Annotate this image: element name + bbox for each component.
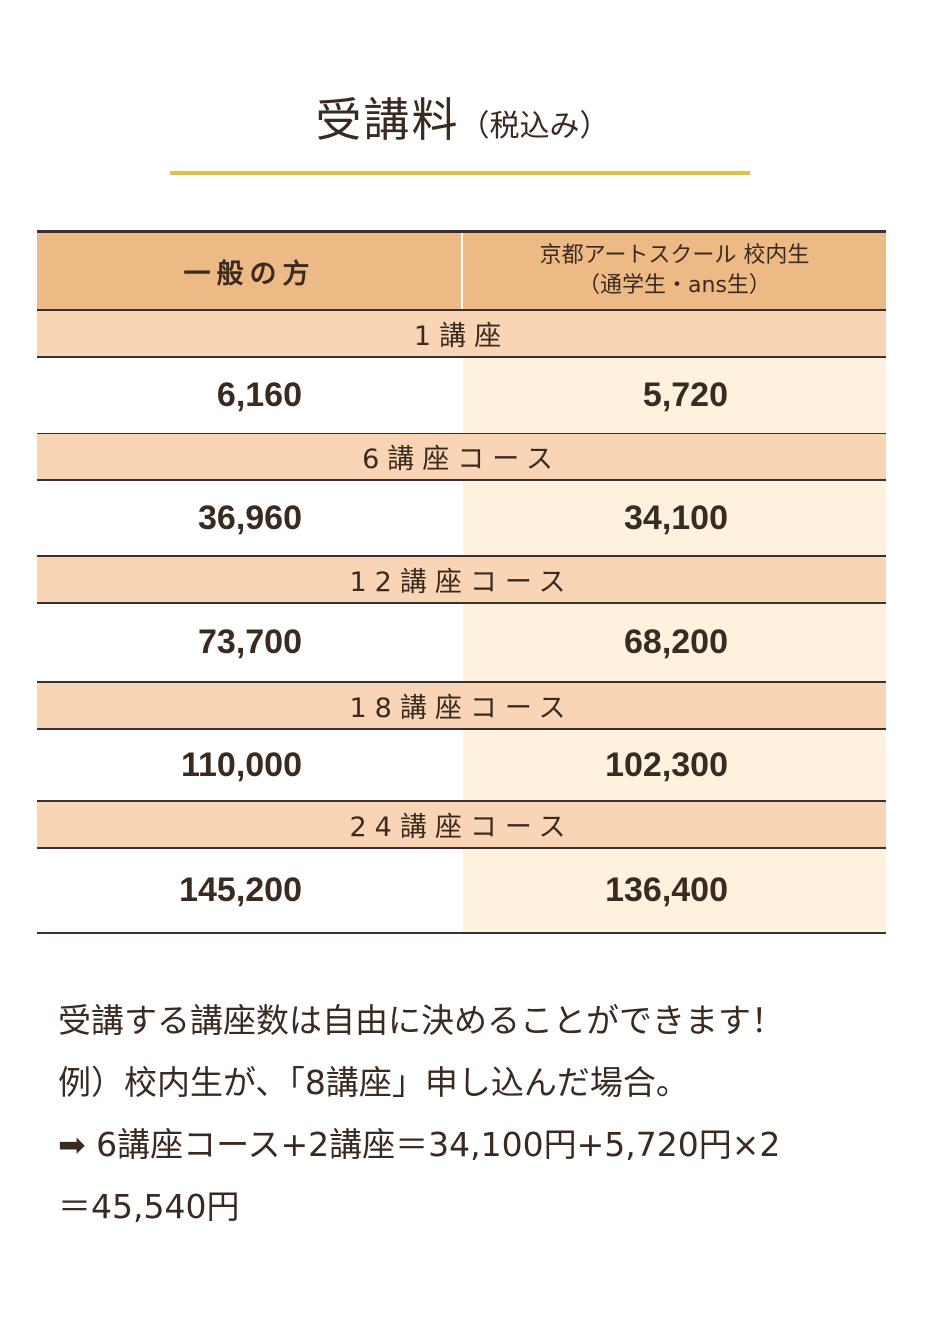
member-cell-bg: [463, 481, 886, 555]
course-row: 12講座コース: [37, 557, 886, 604]
price-member: 34,100: [624, 498, 728, 537]
page-title: 受講料（税込み）: [0, 84, 925, 150]
price-general: 6,160: [216, 376, 302, 414]
price-member: 5,720: [642, 376, 728, 414]
member-cell-bg: [463, 730, 886, 800]
price-row: 73,700 68,200: [37, 604, 886, 683]
price-general: 145,200: [179, 871, 302, 909]
note-line-2: 例）校内生が、「8講座」申し込んだ場合。: [58, 1063, 689, 1102]
note-line-1: 受講する講座数は自由に決めることができます！: [58, 1001, 784, 1040]
title-main: 受講料: [315, 93, 460, 147]
course-row: 24講座コース: [37, 802, 886, 849]
header-member-line2: （通学生・ans生）: [578, 273, 771, 298]
arrow-right-icon: ➡: [58, 1125, 86, 1164]
title-underline: [170, 171, 750, 175]
table-header: 一般の方 京都アートスクール 校内生 （通学生・ans生）: [37, 230, 886, 311]
note-line-4: ＝45,540円: [58, 1187, 240, 1226]
header-member: 京都アートスクール 校内生 （通学生・ans生）: [463, 233, 886, 309]
note-line-3-text: 6講座コース+2講座＝34,100円+5,720円×2: [96, 1125, 781, 1164]
title-sub: （税込み）: [459, 109, 610, 144]
price-row: 110,000 102,300: [37, 730, 886, 802]
course-row: 18講座コース: [37, 683, 886, 730]
price-general: 36,960: [198, 498, 302, 537]
course-row: 6講座コース: [37, 434, 886, 481]
price-member: 68,200: [624, 623, 728, 661]
price-member: 136,400: [605, 871, 728, 909]
course-row: 1講座: [37, 311, 886, 358]
header-member-line1: 京都アートスクール 校内生: [539, 243, 810, 268]
header-divider: [461, 233, 463, 309]
notes: 受講する講座数は自由に決めることができます！ 例）校内生が、「8講座」申し込んだ…: [58, 990, 784, 1238]
price-row: 145,200 136,400: [37, 849, 886, 934]
price-row: 36,960 34,100: [37, 481, 886, 557]
member-cell-bg: [463, 604, 886, 681]
header-general: 一般の方: [183, 258, 316, 290]
price-member: 102,300: [605, 745, 728, 784]
note-line-3: ➡ 6講座コース+2講座＝34,100円+5,720円×2: [58, 1114, 784, 1176]
member-cell-bg: [463, 849, 886, 932]
price-general: 73,700: [198, 623, 302, 661]
price-general: 110,000: [180, 745, 302, 784]
member-cell-bg: [463, 358, 886, 433]
price-row: 6,160 5,720: [37, 358, 886, 435]
